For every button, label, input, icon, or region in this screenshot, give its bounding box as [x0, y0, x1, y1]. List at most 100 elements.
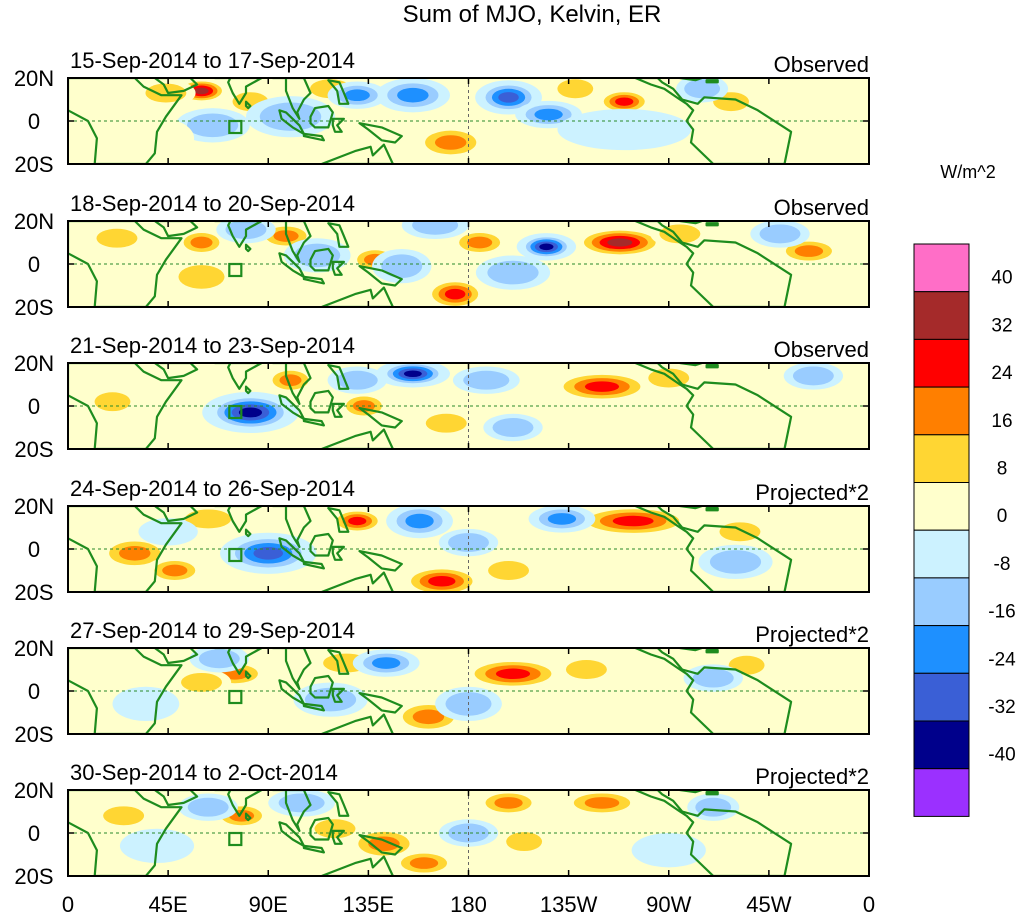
contour-level	[96, 228, 138, 248]
panel-map-area	[68, 506, 869, 592]
coastline	[705, 222, 719, 227]
panel-3: 20N 0 20S 21-Sep-2014 to 23-Sep-2014 Observe…	[14, 333, 870, 462]
y-tick-label: 0	[28, 537, 40, 562]
colorbar-swatch	[913, 720, 970, 770]
contour-level	[615, 97, 634, 106]
contour-level	[372, 657, 401, 669]
coastline	[705, 79, 719, 84]
coastline	[153, 78, 199, 95]
contour-level	[794, 245, 824, 257]
y-tick-label: 20N	[14, 209, 54, 234]
y-tick-label: 20N	[14, 636, 54, 661]
coastline	[358, 407, 403, 429]
coastline	[678, 363, 704, 367]
y-tick-label: 20S	[14, 152, 53, 177]
x-tick-label: 180	[450, 892, 487, 917]
coastline	[309, 104, 334, 129]
y-tick-label: 0	[28, 394, 40, 419]
contour-level	[238, 407, 263, 418]
x-tick-label: 0	[863, 892, 875, 917]
contour-level	[181, 672, 222, 692]
contour-level	[178, 265, 225, 289]
coastline	[320, 571, 394, 592]
coastline	[634, 506, 793, 592]
colorbar-level-label: 24	[991, 363, 1013, 384]
coastline	[634, 648, 793, 734]
coastline	[309, 389, 334, 414]
contour-level	[278, 793, 325, 813]
contour-level	[463, 370, 510, 390]
y-tick-label: 20S	[14, 864, 53, 889]
contour-level	[428, 575, 456, 587]
coastline	[68, 506, 183, 592]
contour-level	[314, 819, 356, 839]
coastline	[678, 506, 704, 510]
contour-level	[695, 797, 732, 817]
contour-level	[444, 288, 466, 300]
contour-level	[506, 832, 543, 852]
coastline	[705, 364, 719, 369]
x-axis: 0 45E 90E 135E 180 135W 90W 45W 0	[62, 892, 875, 917]
panel-type-label: Projected*2	[755, 764, 869, 789]
coastline	[320, 143, 394, 164]
x-tick-label: 90E	[249, 892, 288, 917]
coastline	[309, 816, 334, 841]
panel-4: 20N 0 20S 24-Sep-2014 to 26-Sep-2014 Project…	[14, 476, 870, 605]
index-box	[228, 547, 243, 563]
contour-level	[185, 509, 232, 529]
contour-level	[584, 797, 620, 809]
colorbar-level-label: 16	[991, 411, 1012, 432]
index-box	[228, 831, 243, 847]
colorbar-level-label: -8	[994, 554, 1011, 575]
coastline	[153, 221, 199, 238]
contour-level	[381, 254, 423, 278]
panel-date-range: 21-Sep-2014 to 23-Sep-2014	[70, 333, 355, 358]
coastline	[244, 100, 252, 110]
panel-6: 20N 0 20S 30-Sep-2014 to 2-Oct-2014 Projecte…	[14, 760, 870, 889]
panel-date-range: 18-Sep-2014 to 20-Sep-2014	[70, 191, 355, 216]
coastline	[302, 417, 325, 427]
coastline	[678, 78, 704, 82]
contour-level	[397, 87, 429, 103]
contour-level	[187, 113, 239, 138]
contour-level	[412, 709, 445, 725]
colorbar-units: W/m^2	[940, 162, 995, 182]
colorbar-swatch	[913, 768, 970, 817]
coastline	[213, 221, 263, 248]
contour-level	[145, 83, 187, 103]
colorbar-level-label: -40	[988, 745, 1015, 766]
coastline	[634, 790, 793, 876]
contour-level	[565, 660, 607, 679]
coastline	[153, 790, 199, 807]
coastline	[705, 507, 719, 512]
coastline	[271, 506, 312, 549]
coastline	[213, 78, 263, 105]
colorbar-swatch	[913, 625, 970, 674]
x-tick-label: 45E	[149, 892, 188, 917]
panel-type-label: Projected*2	[755, 480, 869, 505]
y-tick-label: 20N	[14, 66, 54, 91]
y-tick-label: 20S	[14, 722, 53, 747]
chart-title: Sum of MJO, Kelvin, ER	[403, 1, 662, 28]
coastline	[705, 648, 719, 654]
contour-level	[488, 561, 530, 580]
y-tick-label: 20N	[14, 778, 54, 803]
colorbar-swatch	[913, 577, 970, 627]
coastline	[331, 545, 345, 561]
x-tick-label: 135W	[540, 892, 598, 917]
colorbar-level-label: -16	[988, 602, 1015, 623]
anomaly-halo	[112, 686, 180, 722]
coastline	[244, 670, 252, 680]
contour-level	[584, 381, 620, 392]
coastline	[320, 286, 394, 307]
panel-type-label: Observed	[774, 195, 869, 220]
colorbar-level-label: 8	[997, 459, 1008, 480]
contour-level	[190, 236, 213, 249]
contour-level	[557, 79, 594, 99]
index-box	[228, 689, 243, 705]
coastline	[271, 221, 312, 263]
contour-level	[434, 135, 467, 150]
coastline	[244, 812, 252, 822]
anomaly-halo	[631, 833, 706, 868]
